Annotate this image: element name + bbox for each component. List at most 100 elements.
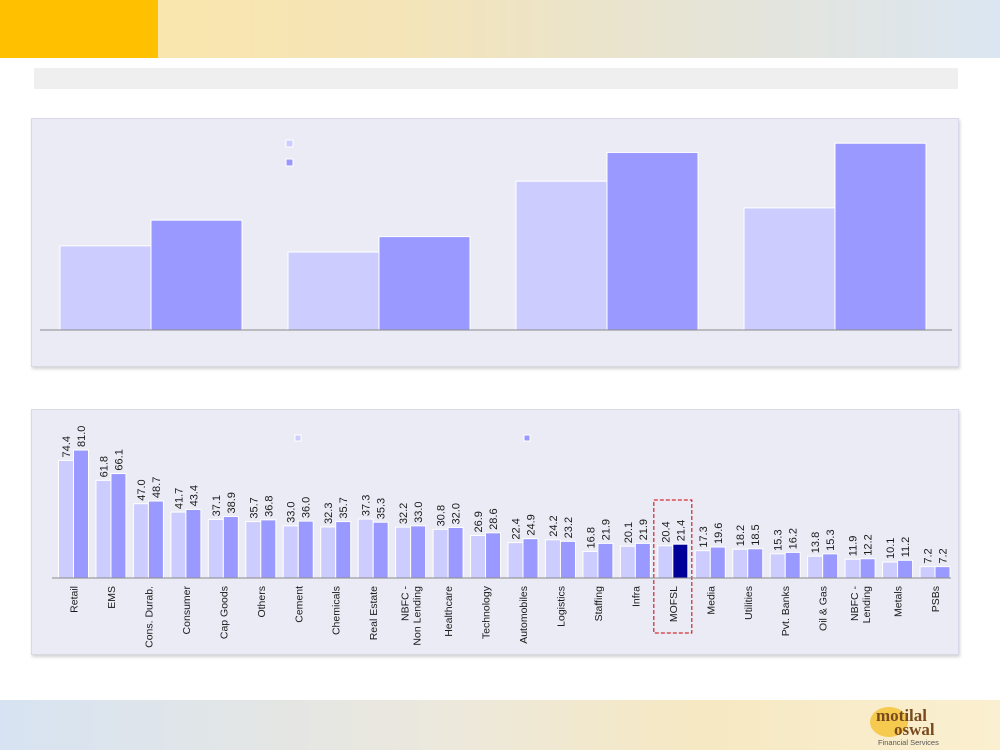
slide-title-strip [34, 68, 958, 89]
bar-24-series1 [919, 566, 936, 579]
bar-1-series2 [73, 449, 89, 579]
header-accent-tab [0, 0, 158, 58]
chart-panel-bottom: 74.4 81.0 Retail 61.8 66.1 EMS 47.0 48.7 Cons. D… [31, 409, 959, 655]
category-label-7: Cement [293, 586, 305, 623]
value-label-1-series1: 74.4 [61, 436, 73, 457]
legend-swatch-series-2 [285, 158, 294, 167]
bar-group2-series1 [287, 251, 380, 331]
bar-group2-series2 [378, 236, 471, 331]
bar-3-series1 [132, 503, 149, 579]
bar-22-series1 [844, 558, 861, 579]
value-label-20-series1: 15.3 [773, 529, 785, 550]
value-label-23-series2: 11.2 [900, 537, 912, 558]
value-label-20-series2: 16.2 [788, 528, 800, 549]
value-label-2-series1: 61.8 [98, 456, 110, 477]
bar-group4-series1 [743, 207, 836, 331]
category-label-10-line1: NBFC - [400, 586, 412, 622]
bar-19-series2 [747, 548, 764, 579]
value-label-1-series2: 81.0 [76, 426, 88, 447]
category-label-10-line2: Non Lending [412, 586, 424, 646]
value-label-21-series1: 13.8 [810, 532, 822, 553]
value-label-19-series1: 18.2 [735, 525, 747, 546]
value-label-22-series2: 12.2 [863, 534, 875, 555]
category-label-8: Chemicals [331, 586, 343, 635]
bar-20-series2 [784, 551, 801, 579]
value-label-15-series2: 21.9 [600, 519, 612, 540]
value-label-11-series1: 30.8 [436, 505, 448, 526]
bar-6-series2 [260, 519, 277, 579]
bar-13-series2 [522, 538, 539, 579]
value-label-7-series1: 33.0 [286, 501, 298, 522]
bar-19-series1 [732, 548, 749, 579]
bar-4-series2 [185, 508, 202, 579]
bar-14-series2 [559, 540, 576, 579]
bar-9-series2 [372, 521, 389, 579]
bar-17-series1 [657, 545, 674, 579]
logo-word-1: motilal [876, 706, 927, 725]
category-label-11: Healthcare [443, 586, 455, 637]
bar-7-series2 [297, 520, 314, 579]
value-label-2-series2: 66.1 [113, 449, 125, 470]
value-label-13-series2: 24.9 [526, 514, 538, 535]
bar-11-series2 [447, 526, 464, 579]
value-label-24-series1: 7.2 [923, 548, 935, 563]
bar-10-series1 [395, 526, 412, 579]
value-label-16-series2: 21.9 [638, 519, 650, 540]
category-label-18: Media [705, 586, 717, 615]
legend-swatch-series-1 [294, 434, 302, 442]
bar-13-series1 [507, 542, 524, 579]
category-label-2: EMS [106, 586, 118, 609]
value-label-23-series1: 10.1 [885, 538, 897, 559]
value-label-10-series1: 32.2 [398, 503, 410, 524]
category-label-6: Others [256, 586, 268, 618]
bar-12-series1 [470, 534, 487, 579]
value-label-9-series1: 37.3 [361, 495, 373, 516]
logo-sun-icon [870, 707, 908, 737]
category-label-13: Automobiles [518, 586, 530, 644]
bar-21-series1 [807, 555, 824, 579]
value-label-14-series2: 23.2 [563, 517, 575, 538]
value-label-3-series2: 48.7 [151, 477, 163, 498]
bar-21-series2 [822, 553, 839, 579]
category-label-19: Utilities [743, 586, 755, 620]
value-label-8-series2: 35.7 [338, 497, 350, 518]
value-label-4-series1: 41.7 [173, 488, 185, 509]
bar-3-series2 [147, 500, 164, 579]
bar-24-series2 [934, 566, 951, 579]
category-label-17: MOFSL [668, 586, 680, 622]
bar-group3-series1 [515, 180, 608, 331]
value-label-8-series1: 32.3 [323, 503, 335, 524]
top-bar-chart [40, 139, 952, 331]
value-label-14-series1: 24.2 [548, 515, 560, 536]
value-label-4-series2: 43.4 [188, 485, 200, 506]
bar-23-series2 [897, 559, 914, 579]
category-label-22-line1: NBFC - [849, 586, 861, 622]
category-label-4: Consumer [181, 585, 193, 634]
value-label-6-series1: 35.7 [248, 497, 260, 518]
value-label-12-series1: 26.9 [473, 511, 485, 532]
category-label-22-line2: Lending [861, 586, 873, 624]
logo-tagline: Financial Services [878, 738, 939, 747]
bar-group3-series2 [606, 151, 699, 331]
value-label-9-series2: 35.3 [376, 498, 388, 519]
category-label-24: PSBs [930, 586, 942, 612]
value-label-16-series1: 20.1 [623, 522, 635, 543]
header-band [0, 0, 1000, 58]
value-label-19-series2: 18.5 [750, 524, 762, 545]
bar-14-series1 [544, 539, 561, 579]
value-label-24-series2: 7.2 [938, 548, 950, 563]
legend-swatch-series-2 [523, 434, 531, 442]
bar-6-series1 [245, 521, 262, 579]
value-label-3-series1: 47.0 [136, 479, 148, 500]
bar-5-series2 [222, 516, 239, 579]
bar-5-series1 [207, 518, 224, 579]
category-label-3: Cons. Durab. [143, 586, 155, 648]
category-label-20: Pvt. Banks [780, 586, 792, 636]
bar-12-series2 [485, 532, 502, 579]
bar-22-series2 [859, 558, 876, 579]
category-label-1: Retail [69, 586, 81, 613]
bar-group1-series1 [59, 245, 152, 331]
bar-16-series1 [619, 545, 636, 579]
bar-16-series2 [634, 542, 651, 579]
bar-18-series1 [694, 550, 711, 579]
